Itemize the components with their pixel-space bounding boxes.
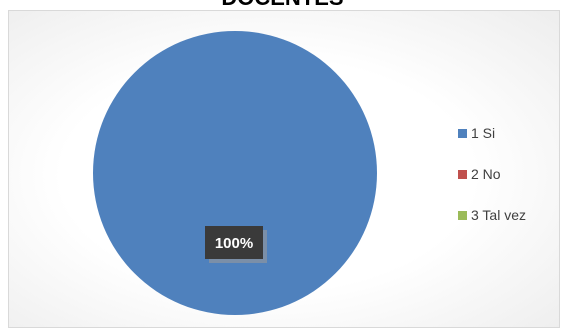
pie-slice-si <box>93 31 377 315</box>
legend-item-tal-vez: 3 Tal vez <box>458 205 558 225</box>
chart-legend: 1 Si 2 No 3 Tal vez <box>458 123 558 246</box>
data-label-box <box>205 226 263 259</box>
legend-label-no: 2 No <box>471 166 501 182</box>
legend-label-tal-vez: 3 Tal vez <box>471 207 526 223</box>
legend-swatch-si <box>458 128 467 138</box>
legend-swatch-tal-vez <box>458 210 467 220</box>
legend-swatch-no <box>458 169 467 179</box>
legend-label-si: 1 Si <box>471 125 496 141</box>
data-label-text: 100% <box>215 235 253 252</box>
chart-title: DOCENTES <box>0 0 565 10</box>
data-label-si: 100% <box>205 226 267 263</box>
legend-item-si: 1 Si <box>458 123 558 143</box>
legend-item-no: 2 No <box>458 164 558 184</box>
